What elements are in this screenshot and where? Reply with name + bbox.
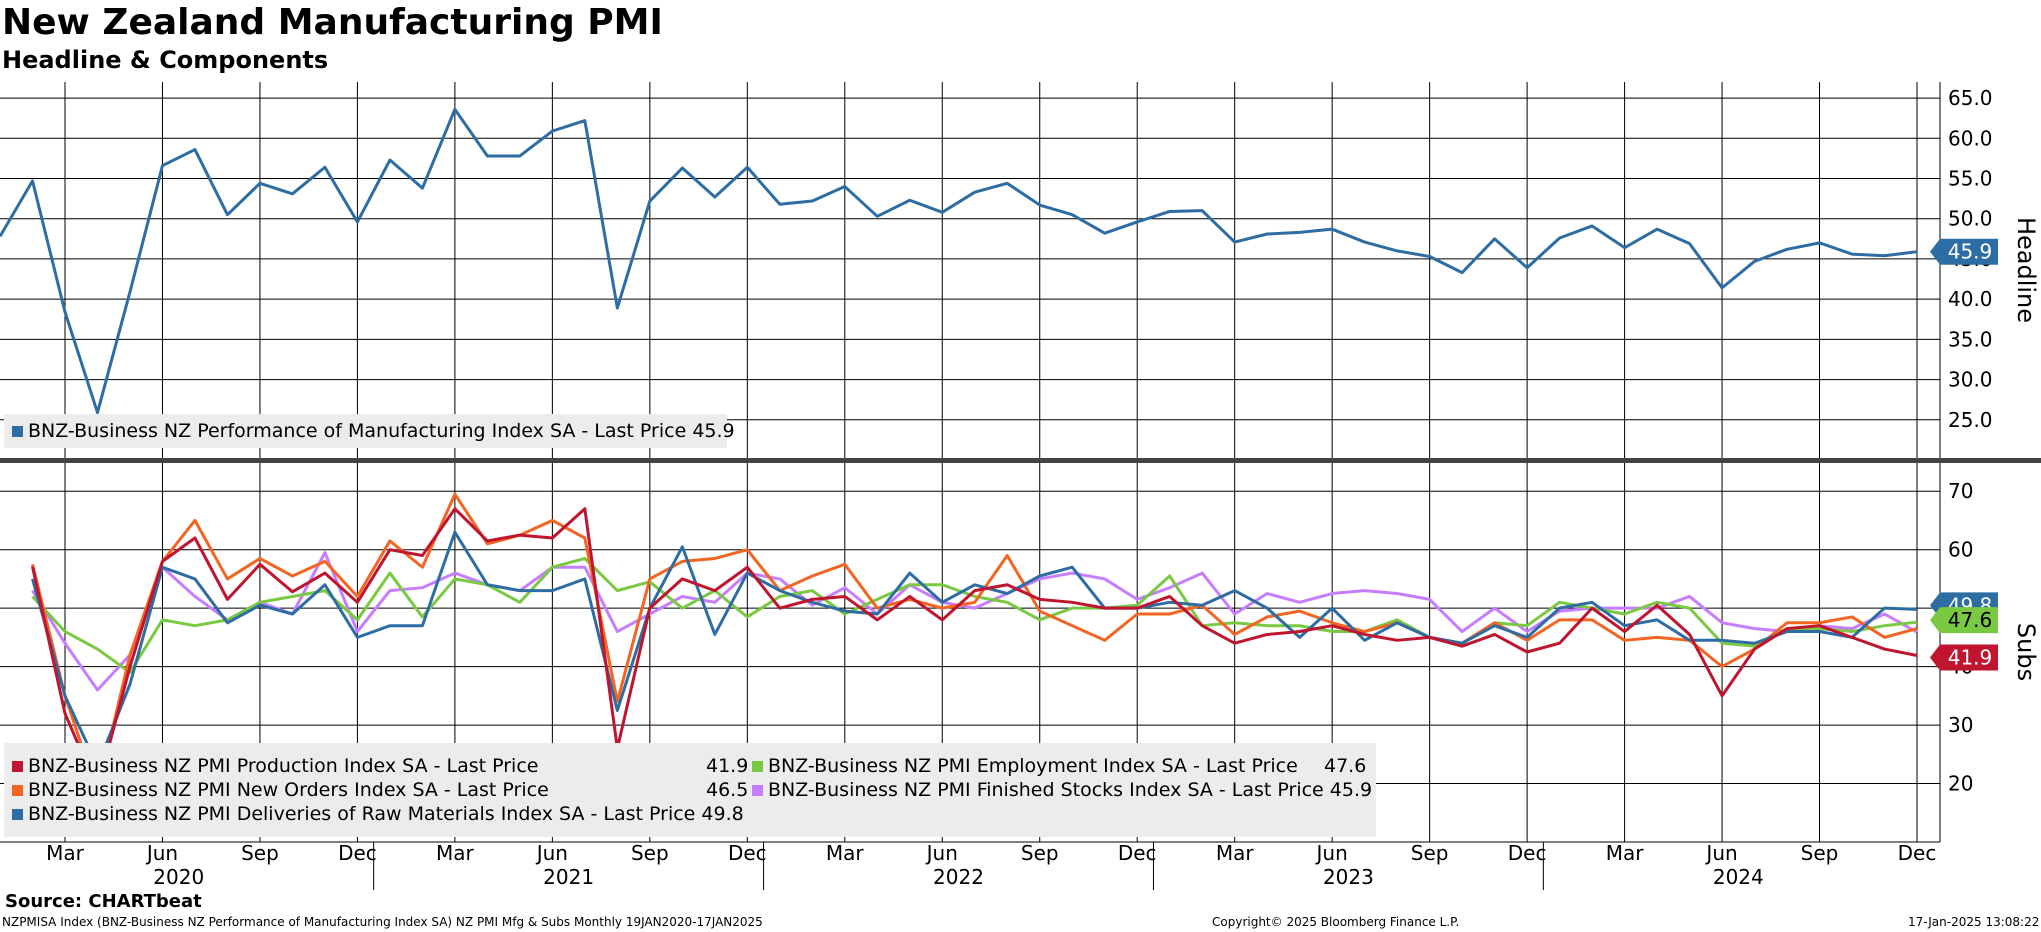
y-tick-label: 35.0: [1948, 327, 1993, 351]
legend-swatch: [12, 760, 23, 772]
footer-timestamp: 17-Jan-2025 13:08:22: [1908, 915, 2040, 929]
value-tag-employment-bg: [1930, 607, 1998, 634]
series-line-production: [31, 507, 1918, 791]
y-tick-label: 20: [1948, 772, 1973, 796]
x-tick-label: Jun: [1315, 841, 1348, 865]
legend-item-production: BNZ-Business NZ PMI Production Index SA …: [12, 755, 538, 777]
x-tick-label: Sep: [631, 841, 669, 865]
y-tick-label: 65.0: [1948, 86, 1993, 110]
subs-legend: BNZ-Business NZ PMI Production Index SA …: [4, 743, 1376, 837]
legend-swatch: [12, 425, 23, 437]
x-year-label: 2024: [1713, 865, 1764, 889]
legend-label: BNZ-Business NZ PMI Finished Stocks Inde…: [768, 779, 1373, 801]
x-tick-label: Dec: [1898, 841, 1937, 865]
series-line-deliveries: [31, 530, 1918, 768]
x-tick-label: Dec: [728, 841, 767, 865]
x-tick-label: Dec: [1508, 841, 1547, 865]
x-year-label: 2021: [543, 865, 594, 889]
y-tick-label: 25.0: [1948, 408, 1993, 432]
x-tick-label: Mar: [46, 841, 85, 865]
x-year-label: 2022: [933, 865, 984, 889]
legend-label: BNZ-Business NZ PMI Employment Index SA …: [768, 755, 1298, 777]
x-tick-label: Mar: [826, 841, 865, 865]
x-tick-label: Sep: [1411, 841, 1449, 865]
x-year-label: 2020: [153, 865, 204, 889]
series-line-finished-stocks: [31, 551, 1918, 692]
x-tick-label: Mar: [1216, 841, 1255, 865]
legend-item-finished-stocks: BNZ-Business NZ PMI Finished Stocks Inde…: [752, 779, 1372, 801]
series-line-headline: [0, 107, 1918, 415]
y-tick-label: 70: [1948, 479, 1973, 503]
chart-subtitle: Headline & Components: [2, 46, 329, 74]
x-tick-label: Jun: [535, 841, 568, 865]
legend-value-production: 41.9: [706, 755, 749, 777]
legend-value-new-orders: 46.5: [706, 779, 749, 801]
legend-label: BNZ-Business NZ Performance of Manufactu…: [28, 420, 735, 442]
y-axis-title-headline: Headline: [2012, 217, 2040, 323]
x-year-label: 2023: [1323, 865, 1374, 889]
headline-legend: BNZ-Business NZ Performance of Manufactu…: [4, 414, 735, 448]
value-tag-headline: 45.9: [1948, 240, 1993, 264]
source-note: Source: CHARTbeat: [5, 891, 202, 912]
value-tag-headline-bg: [1930, 238, 1998, 265]
series-line-employment: [31, 556, 1918, 674]
x-tick-label: Dec: [338, 841, 377, 865]
legend-swatch: [12, 808, 23, 820]
legend-item-deliveries: BNZ-Business NZ PMI Deliveries of Raw Ma…: [12, 803, 744, 825]
footer-copyright: Copyright© 2025 Bloomberg Finance L.P.: [1212, 915, 1460, 929]
value-tag-employment: 47.6: [1948, 608, 1993, 632]
legend-label: BNZ-Business NZ PMI Deliveries of Raw Ma…: [28, 803, 744, 825]
y-axis-title-subs: Subs: [2012, 623, 2040, 681]
legend-item-headline: BNZ-Business NZ Performance of Manufactu…: [12, 420, 735, 442]
y-tick-label: 60: [1948, 538, 1973, 562]
x-tick-label: Jun: [145, 841, 178, 865]
legend-item-employment: BNZ-Business NZ PMI Employment Index SA …: [752, 755, 1298, 777]
x-tick-label: Sep: [1021, 841, 1059, 865]
legend-swatch: [752, 760, 763, 772]
value-tag-production-bg: [1930, 644, 1998, 671]
x-tick-label: Mar: [1606, 841, 1645, 865]
y-tick-label: 60.0: [1948, 126, 1993, 150]
legend-label: BNZ-Business NZ PMI Production Index SA …: [28, 755, 539, 777]
y-tick-label: 50.0: [1948, 207, 1993, 231]
legend-item-new-orders: BNZ-Business NZ PMI New Orders Index SA …: [12, 779, 549, 801]
x-tick-label: Dec: [1118, 841, 1157, 865]
chart-title: New Zealand Manufacturing PMI: [2, 2, 663, 43]
series-line-new-orders: [31, 492, 1918, 794]
legend-swatch: [12, 784, 23, 796]
legend-label: BNZ-Business NZ PMI New Orders Index SA …: [28, 779, 549, 801]
footer-left: NZPMISA Index (BNZ-Business NZ Performan…: [2, 915, 763, 929]
legend-value-employment: 47.6: [1324, 755, 1367, 777]
value-tag-production: 41.9: [1948, 646, 1993, 670]
y-tick-label: 30: [1948, 713, 1973, 737]
panel-separator: [0, 458, 2041, 463]
x-tick-label: Mar: [436, 841, 475, 865]
y-tick-label: 40.0: [1948, 287, 1993, 311]
x-tick-label: Jun: [1704, 841, 1737, 865]
legend-swatch: [752, 784, 763, 796]
y-tick-label: 30.0: [1948, 368, 1993, 392]
x-tick-label: Jun: [925, 841, 958, 865]
x-tick-label: Sep: [1801, 841, 1839, 865]
x-tick-label: Sep: [241, 841, 279, 865]
y-tick-label: 55.0: [1948, 167, 1993, 191]
